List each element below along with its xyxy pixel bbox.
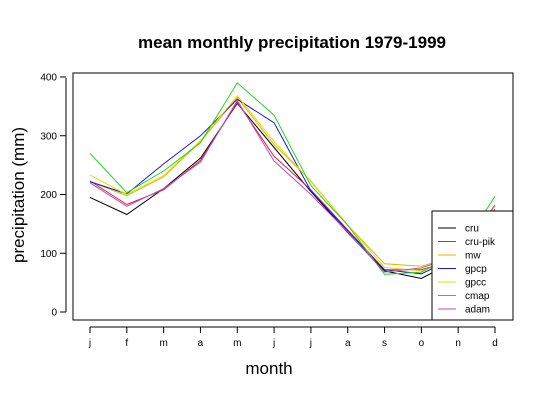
series-layer [89,82,496,280]
y-tick-label: 300 [40,131,57,142]
y-tick-label: 200 [40,190,57,201]
x-tick-label: a [198,338,204,349]
plot-frame [72,72,514,321]
x-tick-label: n [455,338,461,349]
y-axis: 0 100 200 300 400 [40,73,67,319]
series-line-cmap [89,82,496,275]
legend-label-adam: adam [465,305,490,316]
series-line-cru [89,102,496,280]
x-tick-label: s [382,338,387,349]
legend-label-cmap: cmap [465,291,490,302]
x-tick-label: d [492,338,498,349]
series-line-mw [89,96,496,267]
series-line-cru-pik [89,101,496,271]
series-line-gpcp [89,98,496,275]
legend-label-cru: cru [465,224,479,235]
y-tick-label: 0 [51,308,57,319]
x-tick-label: a [345,338,351,349]
legend-label-gpcp: gpcp [465,264,487,275]
legend: cru cru-pik mw gpcp gpcc cmap adam [431,210,514,321]
legend-label-gpcc: gpcc [465,278,486,289]
x-tick-label: f [125,338,128,349]
x-tick-label: o [419,338,425,349]
series-line-adam [89,99,496,273]
x-tick-label: j [309,338,312,349]
legend-label-cru-pik: cru-pik [465,237,496,248]
x-tick-label: m [159,338,167,349]
x-tick-label: j [88,338,91,349]
legend-label-mw: mw [465,251,481,262]
y-axis-label: precipitation (mm) [9,127,28,263]
chart-title: mean monthly precipitation 1979-1999 [138,33,446,52]
x-tick-label: m [233,338,241,349]
x-axis-label: month [245,359,292,378]
y-tick-label: 400 [40,73,57,84]
legend-box [431,210,514,321]
y-tick-label: 100 [40,249,57,260]
x-tick-label: j [272,338,275,349]
